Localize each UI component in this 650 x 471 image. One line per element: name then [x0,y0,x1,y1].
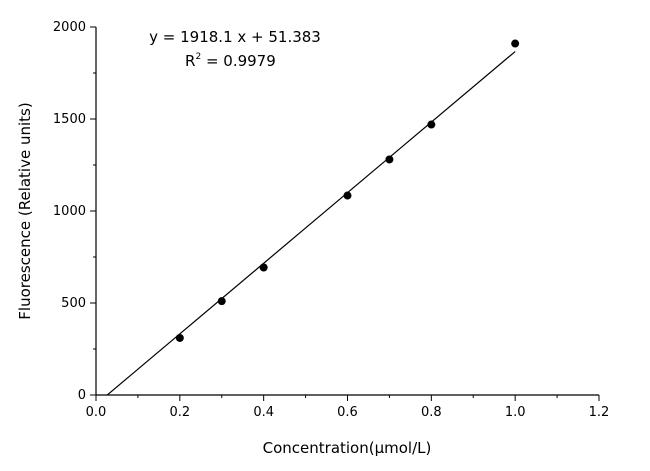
data-point [175,333,184,342]
fit-equation: y = 1918.1 x + 51.383 [149,28,321,46]
x-axis-title: Concentration(μmol/L) [263,439,432,457]
tick-labels: 0.0 0.2 0.4 0.6 0.8 1.0 1.2 0 500 1000 1500 2000 [53,20,609,420]
r-squared: R2 = 0.9979 [185,52,276,70]
y-tick-label: 1000 [53,204,86,219]
fit-line-group [106,51,516,396]
data-points [175,39,520,342]
x-tick-label: 0.2 [169,405,190,420]
data-point [259,263,268,272]
x-tick-label: 0.8 [421,405,442,420]
axes [90,26,600,401]
data-point [217,297,226,306]
y-axis-title: Fluorescence (Relative units) [16,102,34,319]
r-squared-superscript: 2 [195,52,201,62]
y-tick-label: 1500 [53,112,86,127]
data-point [385,155,394,164]
x-tick-label: 1.2 [589,405,610,420]
r-squared-value: = 0.9979 [201,52,276,70]
data-point [511,39,520,48]
r-squared-base: R [185,52,195,70]
x-tick-label: 1.0 [505,405,526,420]
x-tick-label: 0.6 [337,405,358,420]
data-point [427,120,436,129]
x-tick-label: 0.4 [253,405,274,420]
y-tick-label: 500 [61,296,86,311]
x-tick-label: 0.0 [86,405,107,420]
y-tick-label: 0 [78,388,86,403]
fit-line [106,51,516,396]
data-point [343,191,352,200]
y-tick-label: 2000 [53,20,86,35]
